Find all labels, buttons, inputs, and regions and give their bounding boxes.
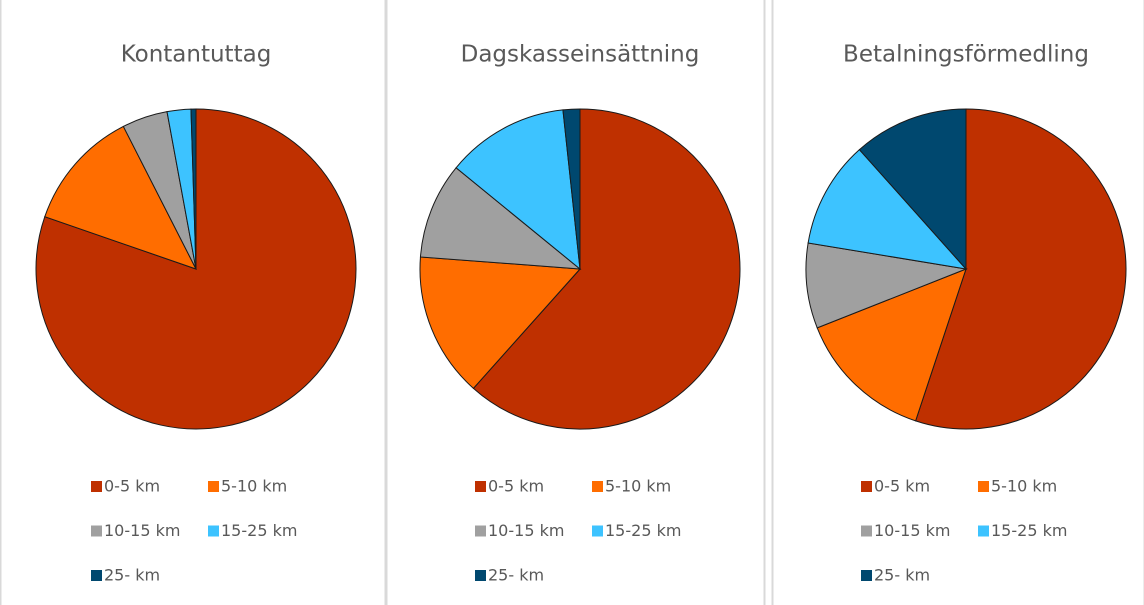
legend-swatch (861, 481, 872, 492)
pie-slice (807, 148, 968, 270)
pie-slice (562, 108, 581, 270)
legend-swatch (475, 525, 486, 537)
pie-slice (419, 167, 582, 270)
legend-swatch (208, 481, 219, 492)
legend-swatch (208, 525, 219, 537)
legend-swatch (978, 525, 989, 537)
legend-label: 25- km (874, 566, 930, 585)
pie-slice (455, 109, 581, 271)
panel-border (385, 0, 766, 605)
legend-label: 0-5 km (104, 477, 160, 496)
legend-label: 10-15 km (488, 521, 564, 540)
pie-slice (858, 108, 967, 271)
legend-swatch (91, 481, 102, 492)
legend-label: 10-15 km (874, 521, 950, 540)
legend-swatch (861, 525, 872, 537)
legend-label: 25- km (104, 566, 160, 585)
legend-label: 15-25 km (991, 521, 1067, 540)
legend-swatch (475, 481, 486, 492)
legend-swatch (592, 481, 603, 492)
pie-slice (816, 268, 967, 422)
legend-swatch (861, 570, 872, 581)
legend-label: 5-10 km (991, 477, 1057, 496)
legend-swatch (592, 525, 603, 537)
legend-swatch (475, 570, 486, 581)
pie-slice (419, 256, 582, 390)
legend-swatch (91, 525, 102, 537)
pie-slice (44, 125, 198, 270)
pie-slice (805, 242, 968, 329)
chart-title: Kontantuttag (121, 42, 272, 68)
pie-slice (190, 108, 197, 270)
pie-slice (472, 108, 741, 430)
legend-label: 0-5 km (488, 477, 544, 496)
legend-label: 15-25 km (221, 521, 297, 540)
chart-title: Dagskasseinsättning (461, 42, 700, 68)
pie-slice (914, 108, 1127, 430)
panel-border (771, 0, 1144, 605)
legend-label: 15-25 km (605, 521, 681, 540)
legend-label: 0-5 km (874, 477, 930, 496)
legend-label: 5-10 km (221, 477, 287, 496)
legend-label: 25- km (488, 566, 544, 585)
legend-swatch (978, 481, 989, 492)
chart-title: Betalningsförmedling (843, 42, 1089, 68)
legend-swatch (91, 570, 102, 581)
legend-label: 10-15 km (104, 521, 180, 540)
legend-label: 5-10 km (605, 477, 671, 496)
